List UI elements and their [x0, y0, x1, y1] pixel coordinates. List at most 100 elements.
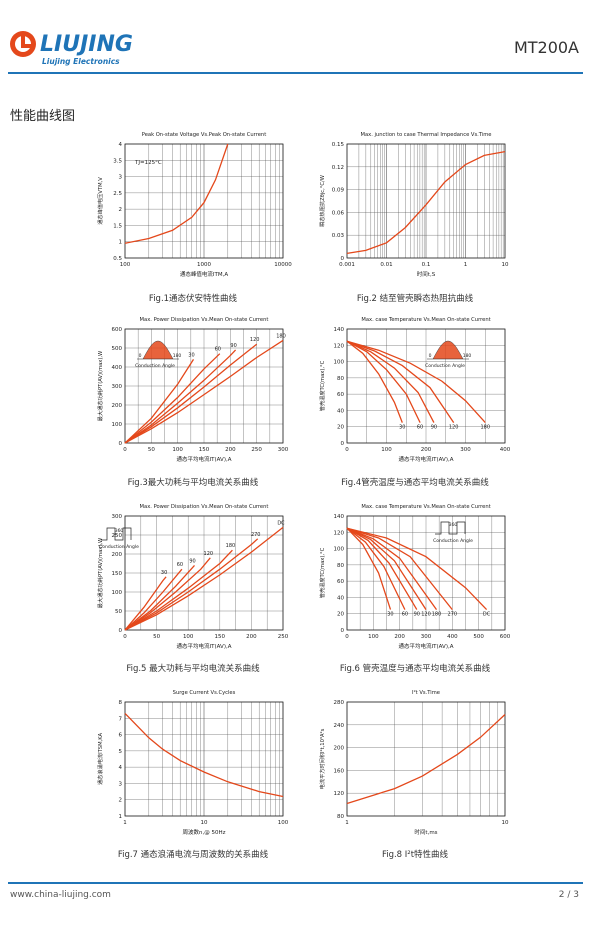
- y-tick-label: 500: [112, 346, 123, 352]
- y-tick-label: 8: [119, 700, 123, 706]
- series-line: [346, 527, 427, 610]
- series-line: [124, 576, 167, 631]
- y-tick-label: 0.09: [332, 188, 345, 194]
- inset-label-left: 360: [115, 528, 124, 534]
- figure-1-caption: Fig.1通态伏安特性曲线: [148, 294, 238, 304]
- figure-6-caption: Fig.6 管壳温度与通态平均电流关系曲线: [339, 664, 491, 674]
- chart-title: Max. case Temperature Vs.Mean On-state C…: [361, 317, 490, 323]
- chart-svg: Max. case Temperature Vs.Mean On-state C…: [318, 317, 511, 463]
- series-line: [346, 527, 438, 610]
- y-tick-label: 2: [119, 798, 123, 804]
- x-tick-label: 200: [225, 447, 236, 453]
- chart-title: Max. Power Dissipation Vs.Mean On-state …: [140, 504, 269, 510]
- y-tick-label: 100: [112, 590, 123, 596]
- x-tick-label: 0.001: [339, 262, 355, 268]
- series-label: 90: [230, 343, 236, 349]
- series-line: [346, 527, 488, 611]
- series-line: [346, 340, 486, 424]
- y-tick-label: 1: [119, 814, 123, 820]
- gridlines: [346, 701, 506, 817]
- x-tick-label: 0.1: [422, 262, 431, 268]
- y-tick-label: 300: [112, 514, 123, 520]
- x-axis-label: 通态平均电流IT(AV),A: [177, 455, 232, 463]
- x-axis-label: 通态峰值电流ITM,A: [180, 270, 228, 278]
- figure-6: Max. case Temperature Vs.Mean On-state C…: [315, 500, 515, 670]
- x-tick-label: 300: [460, 447, 471, 453]
- y-tick-label: 100: [334, 547, 345, 553]
- x-tick-label: 100: [183, 634, 194, 640]
- y-tick-label: 50: [115, 609, 122, 615]
- x-axis-label: 通态平均电流IT(AV),A: [399, 642, 454, 650]
- x-tick-label: 400: [447, 634, 458, 640]
- x-tick-label: 10000: [274, 262, 292, 268]
- y-tick-label: 3: [119, 781, 123, 787]
- series-line: [346, 527, 392, 610]
- x-tick-label: 1000: [197, 262, 211, 268]
- series-label: 120: [421, 612, 431, 618]
- y-tick-label: 1: [119, 240, 123, 246]
- y-tick-label: 0: [119, 628, 123, 634]
- series-label: 120: [204, 551, 214, 557]
- series-label: 270: [251, 532, 261, 538]
- y-tick-label: 1.5: [113, 223, 122, 229]
- y-tick-label: 120: [334, 791, 345, 797]
- series-label: 60: [177, 562, 183, 568]
- inset-caption: Conduction Angle: [99, 544, 139, 550]
- footer-url-link[interactable]: www.china-liujing.com: [10, 890, 111, 900]
- gridlines: [124, 328, 284, 444]
- y-tick-label: 3: [119, 175, 123, 181]
- figure-5-caption: Fig.5 最大功耗与平均电流关系曲线: [126, 664, 260, 674]
- chart-svg: Max. Power Dissipation Vs.Mean On-state …: [96, 504, 289, 650]
- y-tick-label: 60: [337, 579, 344, 585]
- x-tick-label: 200: [394, 634, 405, 640]
- x-tick-label: 50: [153, 634, 160, 640]
- chart-title: Max. case Temperature Vs.Mean On-state C…: [361, 504, 490, 510]
- series-label: 180: [226, 543, 236, 549]
- series-line: [124, 343, 258, 444]
- y-tick-label: 40: [337, 408, 344, 414]
- x-tick-label: 1: [464, 262, 468, 268]
- figure-3: Max. Power Dissipation Vs.Mean On-state …: [93, 313, 293, 483]
- plot-frame: [346, 701, 506, 817]
- series-line: [346, 527, 453, 611]
- series-line: [124, 143, 229, 244]
- x-tick-label: 100: [381, 447, 392, 453]
- conduction-angle-inset: 360 Conduction Angle: [99, 527, 139, 550]
- plot-frame: [124, 701, 284, 817]
- x-axis-label: 通态平均电流IT(AV),A: [177, 642, 232, 650]
- series-line: [124, 339, 284, 444]
- chart-svg: Max. Power Dissipation Vs.Mean On-state …: [96, 317, 289, 463]
- y-tick-label: 140: [334, 514, 345, 520]
- plot-frame: [346, 143, 506, 259]
- figure-4: Max. case Temperature Vs.Mean On-state C…: [315, 313, 515, 483]
- y-axis-label: 管壳温度TC(max),°C: [318, 360, 326, 411]
- series-label: 120: [449, 425, 459, 431]
- y-tick-label: 4: [119, 142, 123, 148]
- series-label: 60: [417, 425, 423, 431]
- series-line: [346, 714, 506, 805]
- footer-divider: [8, 882, 583, 884]
- x-tick-label: 200: [246, 634, 257, 640]
- y-tick-label: 80: [337, 376, 344, 382]
- x-tick-label: 200: [421, 447, 432, 453]
- gridlines: [346, 143, 506, 259]
- series-line: [124, 557, 211, 631]
- x-tick-label: 0.01: [380, 262, 392, 268]
- series-label: 90: [414, 612, 420, 618]
- x-tick-label: 10: [502, 820, 509, 826]
- y-axis-label: 最大通态功耗PT(AV)(max),W: [96, 351, 104, 421]
- y-tick-label: 4: [119, 765, 123, 771]
- series-line: [124, 526, 284, 631]
- y-tick-label: 40: [337, 595, 344, 601]
- x-tick-label: 300: [278, 447, 289, 453]
- series-label: 180: [276, 333, 286, 339]
- series-line: [346, 340, 421, 423]
- x-tick-label: 100: [368, 634, 379, 640]
- y-tick-label: 0.06: [332, 210, 345, 216]
- inset-caption: Conduction Angle: [433, 538, 473, 544]
- chart-title: Max. junction to case Thermal Impedance …: [360, 132, 491, 138]
- x-tick-label: 0: [345, 447, 349, 453]
- x-tick-label: 150: [199, 447, 210, 453]
- series-label: 270: [448, 612, 458, 618]
- series-line: [124, 353, 221, 444]
